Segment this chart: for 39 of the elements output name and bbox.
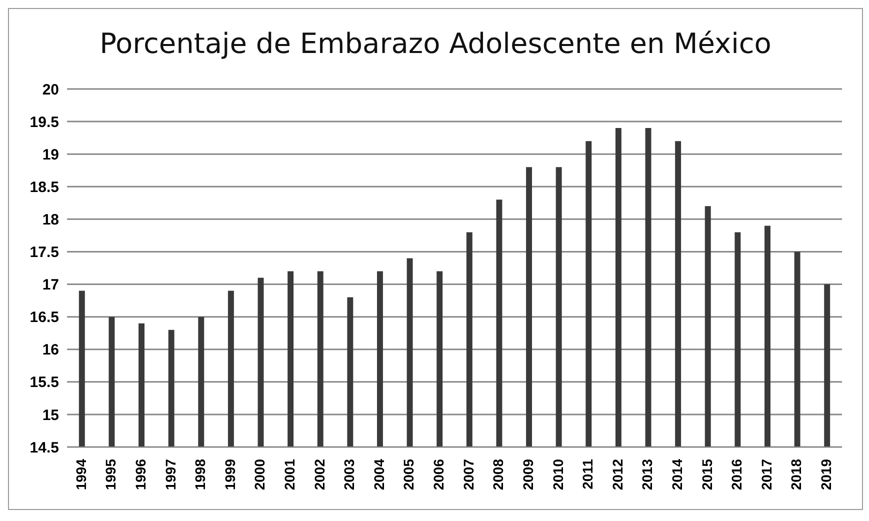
- x-tick-label: 2011: [580, 458, 596, 490]
- x-tick-label: 2004: [370, 458, 387, 490]
- x-tick-label: 2014: [669, 458, 685, 490]
- x-tick-label: 1998: [192, 458, 208, 490]
- x-tick-label: 1999: [222, 458, 238, 490]
- x-tick-label: 1995: [102, 458, 119, 490]
- x-tick-label: 2001: [282, 458, 298, 490]
- x-tick-label: 2006: [430, 458, 447, 490]
- y-tick-label: 16.5: [30, 309, 59, 326]
- y-tick-label: 15.5: [30, 374, 59, 392]
- x-tick-label: 1997: [162, 458, 178, 490]
- y-tick-label: 19: [42, 146, 59, 164]
- x-tick-label: 2002: [311, 458, 328, 490]
- x-tick-label: 1994: [72, 458, 89, 490]
- x-tick-label: 2012: [609, 458, 626, 490]
- y-tick-label: 18: [42, 212, 59, 229]
- x-tick-label: 2005: [400, 458, 417, 490]
- x-tick-label: 2018: [788, 458, 804, 490]
- y-tick-label: 17: [42, 276, 59, 294]
- x-tick-label: 1996: [132, 458, 148, 490]
- x-tick-label: 2007: [460, 458, 476, 490]
- y-tick-label: 18.5: [30, 178, 59, 196]
- y-tick-label: 19.5: [30, 114, 59, 131]
- x-tick-label: 2000: [252, 458, 268, 490]
- y-tick-label: 15: [42, 406, 59, 424]
- x-tick-label: 2015: [698, 458, 715, 490]
- y-tick-label: 14.5: [30, 439, 59, 456]
- y-tick-label: 20: [42, 81, 59, 98]
- y-tick-label: 16: [42, 342, 59, 359]
- x-tick-label: 2010: [550, 458, 566, 490]
- x-tick-label: 2009: [520, 458, 536, 490]
- x-tick-label: 2016: [728, 458, 745, 490]
- x-tick-label: 2019: [818, 458, 834, 490]
- x-tick-label: 2013: [639, 458, 656, 490]
- chart-title: Porcentaje de Embarazo Adolescente en México: [98, 26, 772, 62]
- x-tick-label: 2008: [490, 458, 506, 490]
- x-tick-label: 2017: [758, 458, 774, 490]
- y-tick-label: 17.5: [30, 244, 59, 262]
- x-tick-label: 2003: [341, 458, 358, 490]
